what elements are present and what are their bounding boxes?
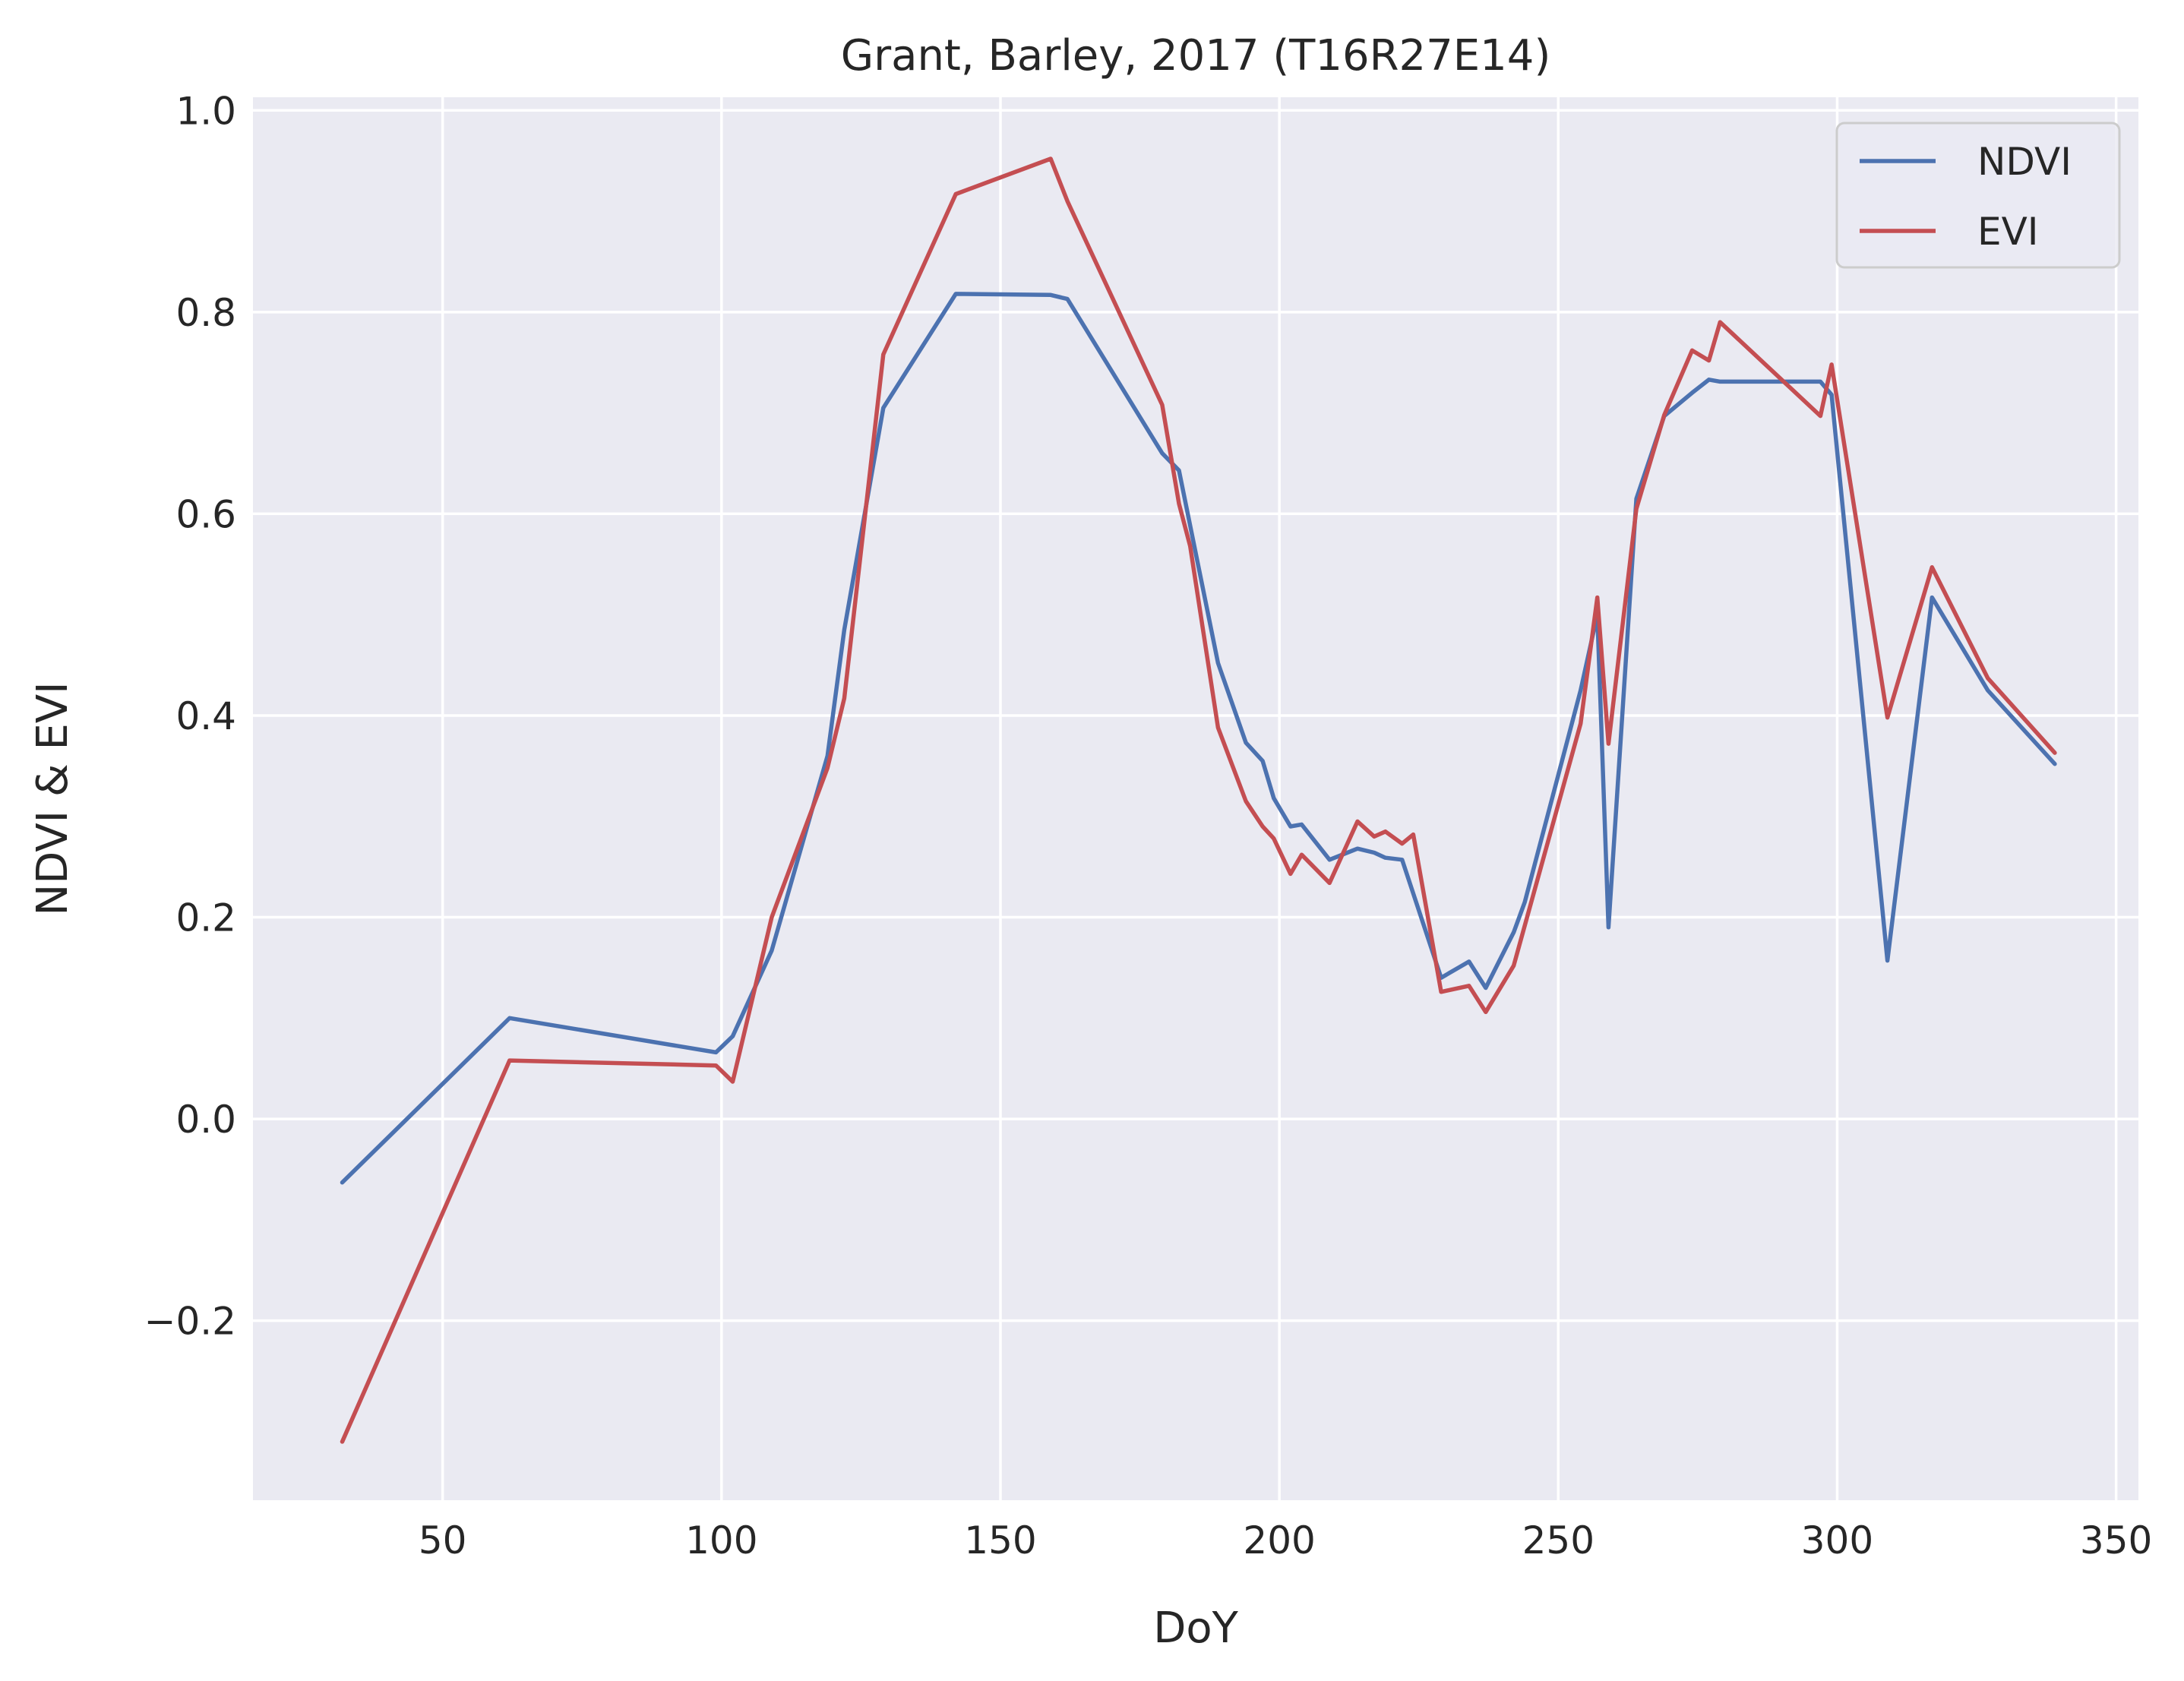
plot-background (253, 97, 2138, 1500)
series-line-evi (340, 156, 2057, 1444)
legend-label-evi: EVI (1977, 210, 2039, 254)
y-axis-label: NDVI & EVI (28, 681, 77, 915)
y-tick-label: 1.0 (175, 89, 236, 133)
y-tick-label: 0.6 (175, 492, 236, 536)
x-tick-label: 100 (685, 1518, 757, 1563)
y-tick-label: −0.2 (144, 1300, 236, 1344)
y-tick-label: 0.8 (175, 291, 236, 335)
x-tick-label: 200 (1243, 1518, 1315, 1563)
x-tick-label: 250 (1522, 1518, 1595, 1563)
legend: NDVI EVI (1835, 122, 2121, 269)
x-tick-label: 50 (419, 1518, 467, 1563)
x-tick-label: 350 (2080, 1518, 2152, 1563)
y-tick-label: 0.2 (175, 896, 236, 940)
x-axis-label: DoY (1153, 1604, 1238, 1653)
series-line-ndvi (340, 292, 2057, 1185)
x-tick-labels: 50 100 150 200 250 300 350 (419, 1518, 2152, 1563)
chart-title: Grant, Barley, 2017 (T16R27E14) (841, 31, 1551, 81)
y-tick-labels: −0.2 0.0 0.2 0.4 0.6 0.8 1.0 (144, 89, 236, 1343)
series-layer (340, 156, 2057, 1444)
y-tick-label: 0.0 (175, 1098, 236, 1142)
x-tick-label: 300 (1801, 1518, 1873, 1563)
y-tick-label: 0.4 (175, 694, 236, 738)
x-tick-label: 150 (964, 1518, 1036, 1563)
legend-label-ndvi: NDVI (1977, 140, 2072, 184)
